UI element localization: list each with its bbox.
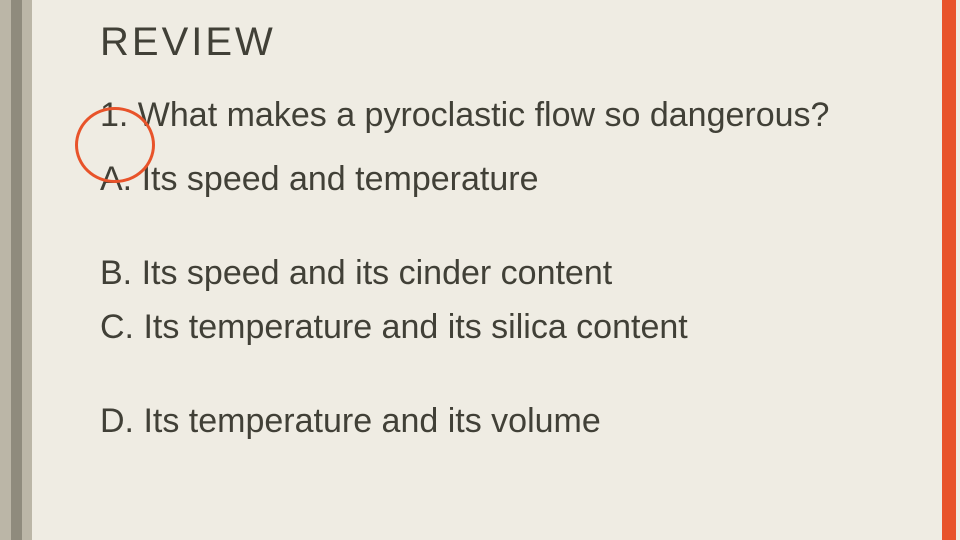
left-stripe-2 [11, 0, 22, 540]
left-stripe-1 [0, 0, 11, 540]
question-text: 1. What makes a pyroclastic flow so dang… [100, 93, 900, 139]
option-d: D. Its temperature and its volume [100, 399, 900, 445]
slide-title: REVIEW [100, 20, 900, 65]
left-stripe-group [0, 0, 32, 540]
slide: REVIEW 1. What makes a pyroclastic flow … [0, 0, 960, 540]
option-c: C. Its temperature and its silica conten… [100, 305, 900, 351]
content-area: REVIEW 1. What makes a pyroclastic flow … [100, 20, 900, 444]
option-b: B. Its speed and its cinder content [100, 251, 900, 297]
right-accent-stripe [942, 0, 956, 540]
body-text: 1. What makes a pyroclastic flow so dang… [100, 93, 900, 444]
option-a: A. Its speed and temperature [100, 157, 900, 203]
left-stripe-3 [22, 0, 32, 540]
answer-circle-annotation [75, 107, 155, 183]
